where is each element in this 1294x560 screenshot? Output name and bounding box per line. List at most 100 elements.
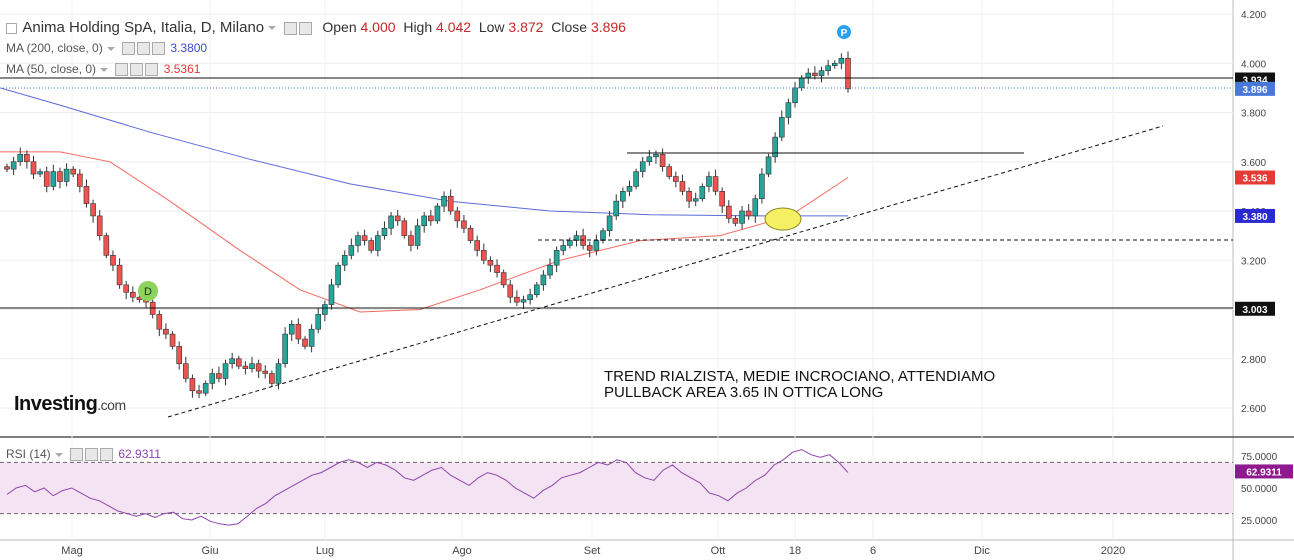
candle-body (467, 227, 474, 241)
candle-body (229, 358, 235, 364)
eye-icon[interactable] (70, 448, 84, 462)
candle-body (368, 240, 375, 251)
symbol-title[interactable]: Anima Holding SpA, Italia, D, Milano (22, 19, 265, 36)
annotation-line-2: PULLBACK AREA 3.65 IN OTTICA LONG (604, 384, 884, 401)
settings-icon[interactable] (85, 448, 99, 462)
candles (4, 51, 851, 399)
candle-body (182, 363, 189, 379)
low-value: 3.872 (508, 19, 544, 35)
candle-body (63, 168, 70, 182)
candle-body (103, 235, 110, 256)
high-value: 4.042 (436, 19, 472, 35)
eye-icon[interactable] (284, 21, 298, 35)
candle-body (322, 304, 328, 315)
candle-body (50, 171, 57, 187)
candle-body (620, 191, 626, 202)
candle-body (679, 181, 686, 192)
candle-body (421, 215, 427, 227)
rsi-label-text: 62.9311 (1246, 467, 1282, 478)
candle-body (428, 215, 434, 222)
settings-icon[interactable] (130, 63, 144, 77)
candle-body (825, 65, 831, 71)
ma50-value: 3.5361 (163, 62, 201, 76)
candle-body (818, 70, 825, 76)
candle-body (745, 210, 752, 217)
dividend-marker (138, 281, 158, 301)
candle-body (785, 102, 792, 118)
candle-body (57, 171, 63, 182)
eye-icon[interactable] (115, 63, 129, 77)
candle-body (533, 284, 540, 296)
dividend-marker-label: D (144, 286, 152, 298)
rsi-pane (0, 449, 1233, 526)
candle-body (408, 235, 414, 246)
close-icon[interactable] (152, 42, 166, 56)
candle-body (17, 154, 24, 163)
candle-body (712, 176, 719, 192)
candle-body (639, 161, 646, 172)
candle-body (355, 235, 361, 246)
candle-body (706, 176, 712, 187)
candle-body (838, 58, 845, 64)
chevron-down-icon[interactable] (100, 67, 109, 72)
chevron-down-icon[interactable] (268, 26, 277, 31)
candle-body (606, 215, 613, 232)
close-label: Close (551, 19, 588, 35)
candle-body (686, 191, 692, 202)
open-value: 4.000 (360, 19, 396, 35)
logo-main: Investing (14, 393, 98, 415)
candle-body (699, 186, 706, 199)
time-tick-label: Ago (452, 545, 472, 557)
candle-body (189, 378, 196, 392)
annotation-line-1: TREND RIALZISTA, MEDIE INCROCIANO, ATTEN… (604, 368, 996, 385)
candle-body (275, 363, 282, 384)
chevron-down-icon[interactable] (106, 46, 115, 51)
ma50-legend[interactable]: MA (50, close, 0) 3.5361 (6, 62, 201, 77)
candle-body (255, 363, 262, 372)
candle-body (778, 117, 785, 138)
candle-body (719, 191, 725, 207)
settings-icon[interactable] (137, 42, 151, 56)
close-icon[interactable] (145, 63, 159, 77)
candle-body (560, 245, 567, 251)
candle-body (500, 272, 507, 286)
close-icon[interactable] (100, 448, 114, 462)
candle-body (24, 154, 30, 163)
candle-body (295, 323, 302, 340)
ma200-legend[interactable]: MA (200, close, 0) 3.3800 (6, 41, 208, 56)
time-tick-label: Giu (201, 545, 218, 557)
ma200-value: 3.3800 (170, 41, 208, 55)
candle-body (77, 173, 83, 187)
candle-body (235, 358, 242, 367)
close-value: 3.896 (590, 19, 626, 35)
candle-body (553, 250, 560, 266)
candle-body (812, 72, 818, 76)
candle-body (600, 230, 606, 241)
time-tick-label: 18 (789, 545, 801, 557)
rsi-value: 62.9311 (118, 447, 161, 461)
chart-annotation[interactable]: TREND RIALZISTA, MEDIE INCROCIANO, ATTEN… (604, 369, 995, 401)
trend-line (167, 125, 1164, 418)
candle-body (361, 235, 368, 241)
eye-icon[interactable] (122, 42, 136, 56)
candle-body (123, 284, 129, 293)
candle-body (381, 227, 388, 236)
rsi-label: RSI (14) (6, 447, 51, 461)
candle-body (335, 264, 341, 286)
candle-body (567, 240, 573, 246)
rsi-label-box (1235, 464, 1293, 479)
candle-body (653, 154, 659, 158)
candle-body (308, 328, 315, 347)
candle-body (414, 225, 421, 246)
candle-body (692, 198, 699, 202)
price-label-box (1235, 208, 1275, 223)
candle-body (341, 255, 348, 266)
collapse-icon[interactable] (6, 22, 17, 34)
candle-body (765, 156, 772, 175)
candle-body (461, 220, 467, 229)
chevron-down-icon[interactable] (54, 452, 63, 457)
rsi-legend[interactable]: RSI (14) 62.9311 (6, 447, 161, 462)
candle-body (494, 264, 500, 273)
settings-icon[interactable] (299, 21, 313, 35)
